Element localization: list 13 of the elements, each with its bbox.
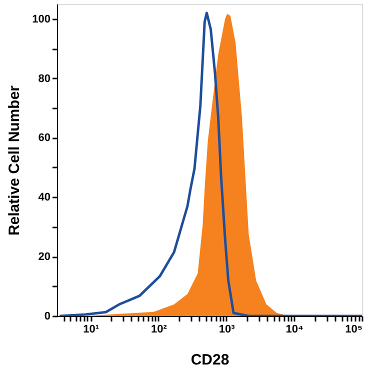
x-tick-label: 10⁵ xyxy=(345,324,362,336)
y-tick-label: 20 xyxy=(38,251,50,264)
x-axis-title: CD28 xyxy=(190,352,230,368)
y-tick-label: 100 xyxy=(32,13,50,26)
x-tick-label: 10² xyxy=(150,324,168,336)
y-tick-label: 80 xyxy=(38,72,50,85)
x-tick-label: 10⁴ xyxy=(286,324,304,336)
x-tick-label: 10³ xyxy=(218,324,236,336)
y-tick-label: 0 xyxy=(44,310,50,322)
y-axis-title: Relative Cell Number xyxy=(6,85,24,236)
y-tick-label: 40 xyxy=(38,192,50,204)
x-tick-label: 10¹ xyxy=(83,324,100,336)
y-tick-label: 60 xyxy=(38,132,50,144)
